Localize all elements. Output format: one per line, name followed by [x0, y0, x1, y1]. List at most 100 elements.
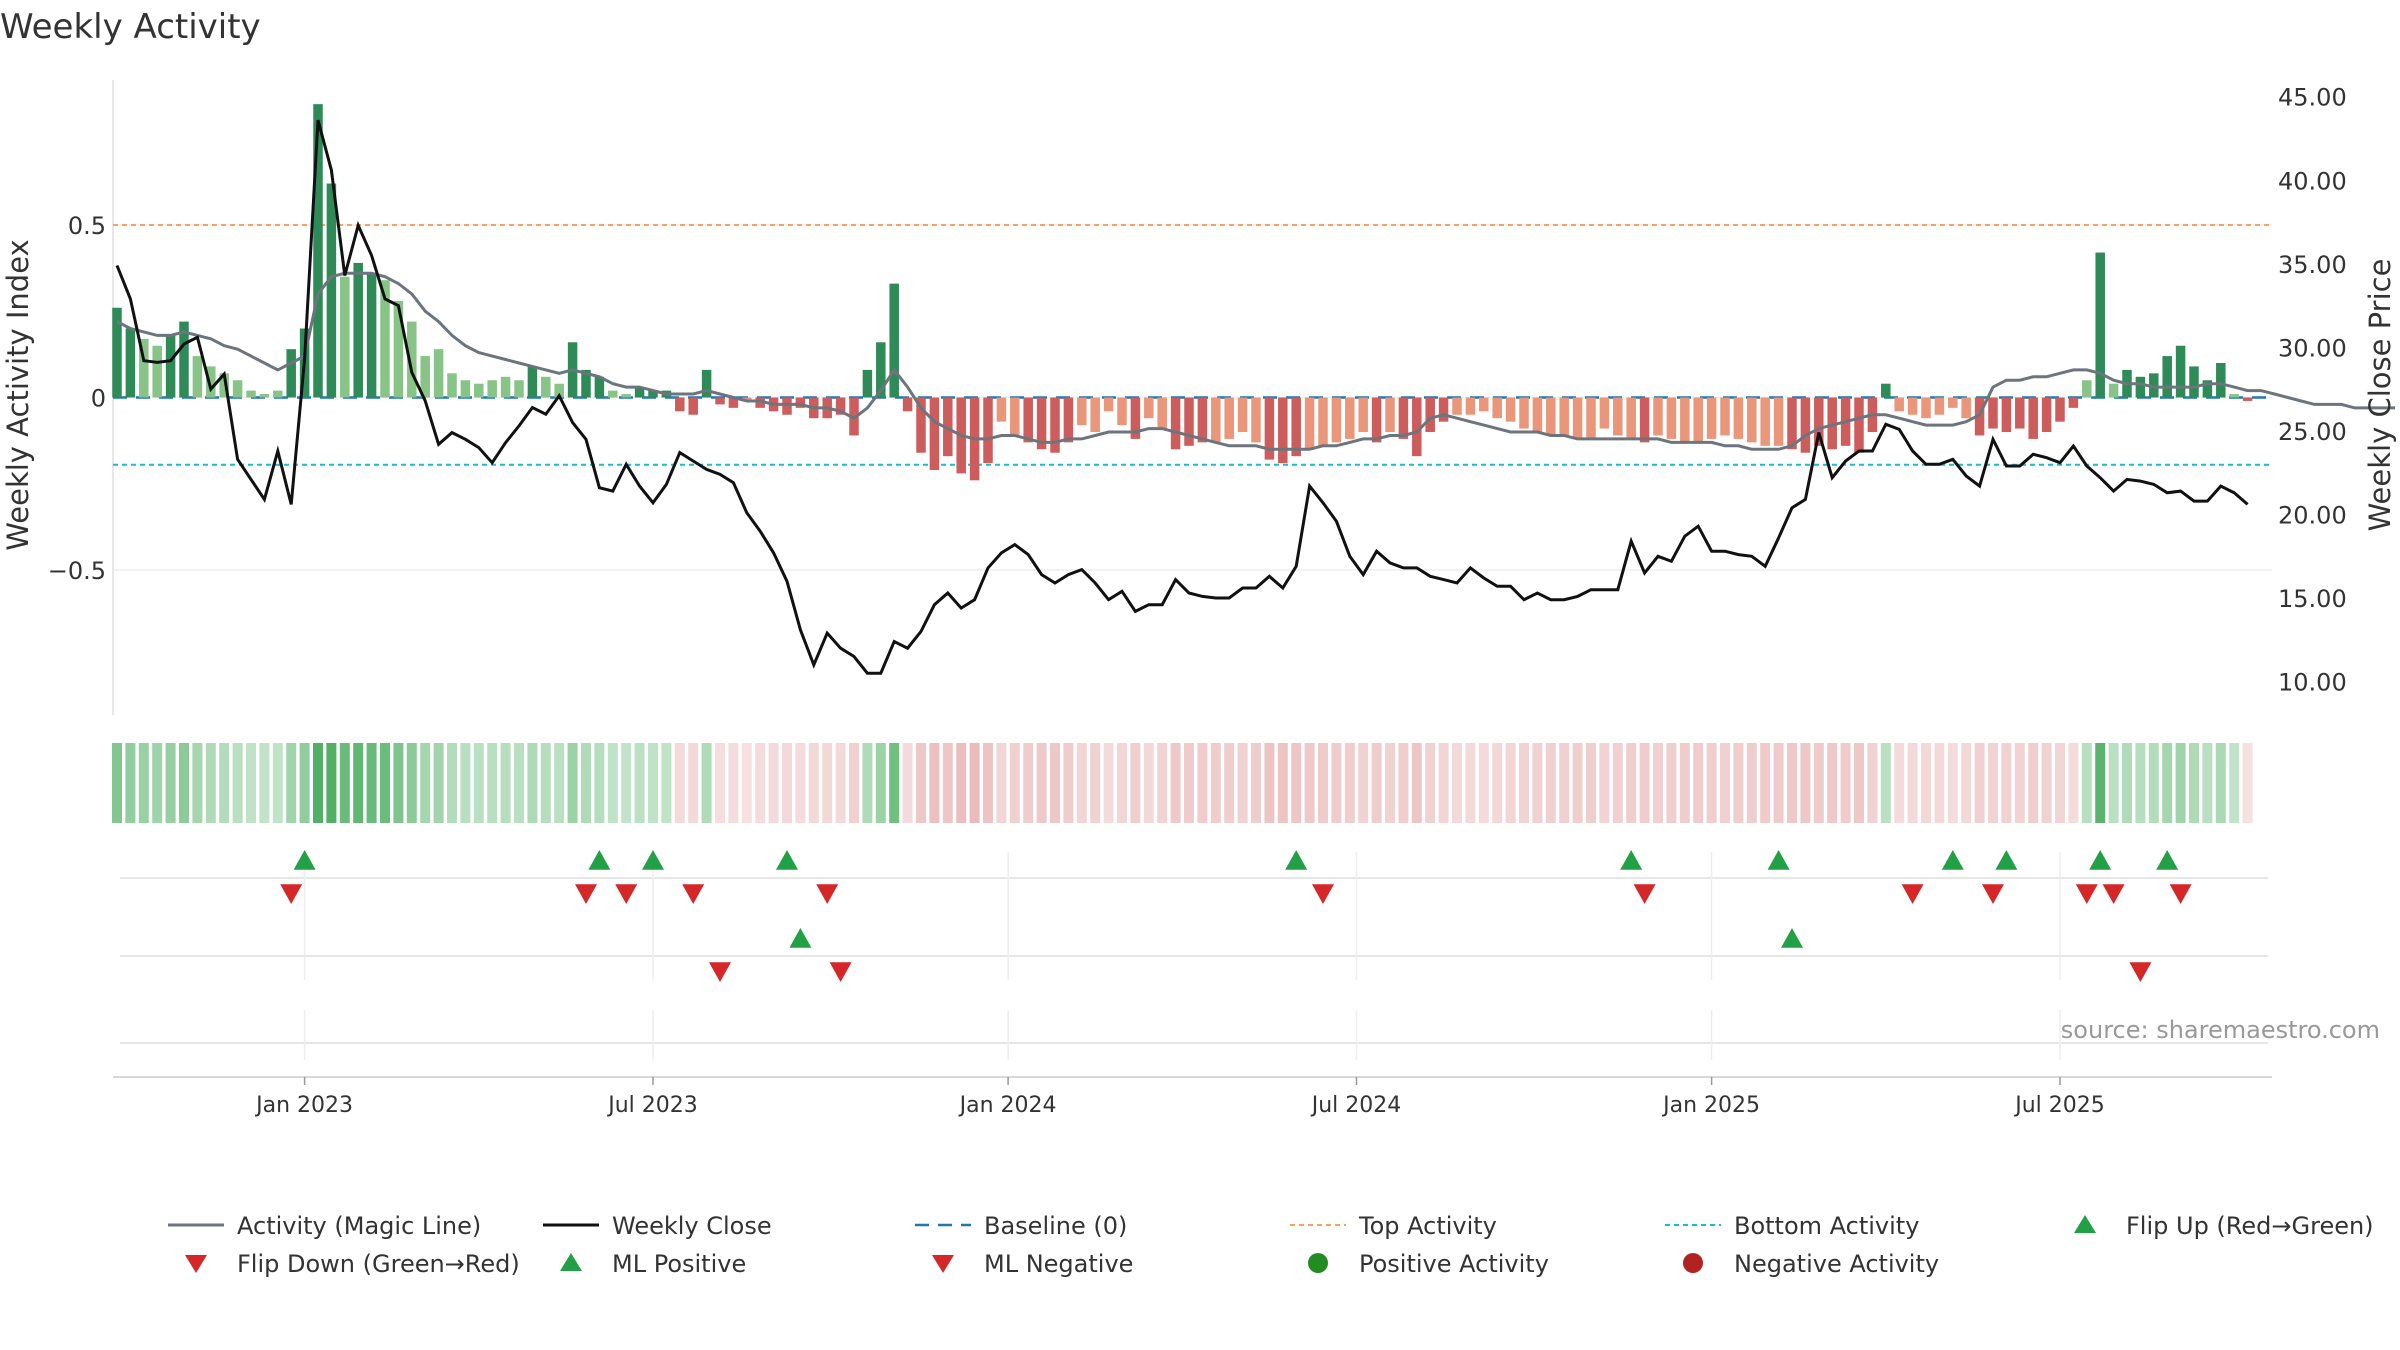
- activity-bar: [219, 373, 229, 398]
- activity-bar: [1800, 397, 1811, 453]
- flip-up-marker: [2156, 850, 2179, 870]
- activity-bar: [1546, 397, 1556, 436]
- heat-strip-cell: [795, 743, 806, 823]
- legend-dot-negative: [1683, 1253, 1703, 1273]
- heat-strip-cell: [138, 743, 149, 823]
- heat-strip-cell: [205, 743, 216, 823]
- heat-strip-cell: [2189, 743, 2199, 823]
- activity-bar: [1157, 397, 1167, 429]
- right-tick-label: 25.00: [2278, 418, 2347, 446]
- activity-bar: [1733, 397, 1744, 439]
- activity-bar: [1050, 397, 1060, 453]
- activity-bar: [1425, 397, 1435, 433]
- legend-label: Baseline (0): [984, 1212, 1127, 1240]
- activity-bar: [889, 283, 899, 398]
- heat-strip-cell: [983, 743, 993, 823]
- heat-strip-cell: [822, 743, 833, 823]
- ml-positive-marker: [789, 928, 812, 948]
- legend-label: Positive Activity: [1359, 1250, 1549, 1278]
- legend-label: Bottom Activity: [1734, 1212, 1919, 1240]
- heat-strip-cell: [621, 743, 632, 823]
- activity-bar: [1666, 397, 1677, 439]
- activity-bar: [1572, 397, 1583, 439]
- legend-label: Weekly Close: [612, 1212, 772, 1240]
- activity-bar: [1318, 397, 1328, 446]
- activity-bar: [1331, 397, 1342, 443]
- heat-strip-cell: [460, 743, 471, 823]
- flip-down-marker: [1633, 884, 1656, 904]
- heat-strip-cell: [1197, 743, 1208, 823]
- activity-bar: [1063, 397, 1074, 443]
- activity-bar: [2162, 356, 2172, 398]
- heat-strip-cell: [782, 743, 792, 823]
- heat-strip-cell: [514, 743, 524, 823]
- activity-bar: [1291, 397, 1301, 457]
- heat-strip-cell: [554, 743, 565, 823]
- activity-bar: [1814, 397, 1824, 446]
- heat-strip-cell: [339, 743, 350, 823]
- heat-strip-cell: [2175, 743, 2186, 823]
- activity-bar: [1639, 397, 1650, 443]
- heat-strip-cell: [1840, 743, 1851, 823]
- activity-bar: [2175, 345, 2186, 398]
- heat-strip-cell: [2041, 743, 2052, 823]
- legend-symbol-neg_act: [1683, 1253, 1703, 1273]
- activity-bar: [460, 380, 471, 398]
- activity-bar: [1385, 397, 1395, 433]
- heat-strip-cell: [1934, 743, 1945, 823]
- legend-label: Activity (Magic Line): [237, 1212, 481, 1240]
- heat-strip-cell: [648, 743, 658, 823]
- heat-strip-cell: [634, 743, 645, 823]
- heat-strip-cell: [1304, 743, 1315, 823]
- heat-strip-cell: [299, 743, 310, 823]
- activity-bar: [206, 366, 216, 398]
- activity-bar: [2055, 397, 2065, 422]
- x-axis-ticks: Jan 2023 Jul 2023 Jan 2024 Jul 2024 Jan 2025…: [254, 1077, 2105, 1118]
- activity-bar: [1532, 397, 1543, 433]
- heat-strip-cell: [1974, 743, 1985, 823]
- heat-strip-cell: [1492, 743, 1503, 823]
- activity-bar: [1197, 397, 1208, 443]
- heat-strip-cell: [1961, 743, 1972, 823]
- heat-strip-cell: [179, 743, 189, 823]
- heat-strip-cell: [942, 743, 953, 823]
- heat-strip-cell: [2081, 743, 2092, 823]
- heat-strip-cell: [219, 743, 230, 823]
- heat-strip-cell: [2135, 743, 2146, 823]
- heat-strip-cell: [741, 743, 752, 823]
- heat-strip-cell: [192, 743, 203, 823]
- source-credit: source: sharemaestro.com: [2061, 1016, 2380, 1044]
- activity-bar: [1680, 397, 1690, 443]
- activity-bar: [1211, 397, 1221, 443]
- heat-strip-cell: [1117, 743, 1127, 823]
- activity-bar: [1948, 397, 1958, 408]
- activity-heat-strip: [112, 743, 2253, 823]
- heat-strip-cell: [567, 743, 578, 823]
- heat-strip-cell: [2148, 743, 2159, 823]
- activity-bar: [688, 397, 698, 415]
- activity-bar: [420, 356, 430, 398]
- flip-down-marker: [2169, 884, 2192, 904]
- heat-strip-cell: [1050, 743, 1060, 823]
- heat-strip-cell: [1693, 743, 1704, 823]
- heat-strip-cell: [1880, 743, 1891, 823]
- activity-bar: [755, 397, 765, 408]
- heat-strip-cell: [1746, 743, 1757, 823]
- x-tick-label: Jan 2024: [958, 1093, 1057, 1118]
- activity-bar: [2068, 397, 2079, 408]
- activity-bar: [1251, 397, 1261, 443]
- activity-bar: [929, 397, 940, 470]
- heat-strip-cell: [1679, 743, 1690, 823]
- heat-strip-cell: [1907, 743, 1918, 823]
- activity-bar: [742, 397, 752, 401]
- legend-label: Top Activity: [1358, 1212, 1497, 1240]
- activity-bar: [902, 397, 913, 412]
- activity-bar: [340, 276, 350, 398]
- activity-bar: [393, 300, 404, 398]
- activity-bar: [1036, 397, 1047, 450]
- right-tick-label: 15.00: [2278, 585, 2347, 613]
- activity-bar: [1170, 397, 1181, 450]
- heat-strip-cell: [902, 743, 913, 823]
- activity-bar: [715, 397, 725, 405]
- activity-bar: [1077, 397, 1087, 426]
